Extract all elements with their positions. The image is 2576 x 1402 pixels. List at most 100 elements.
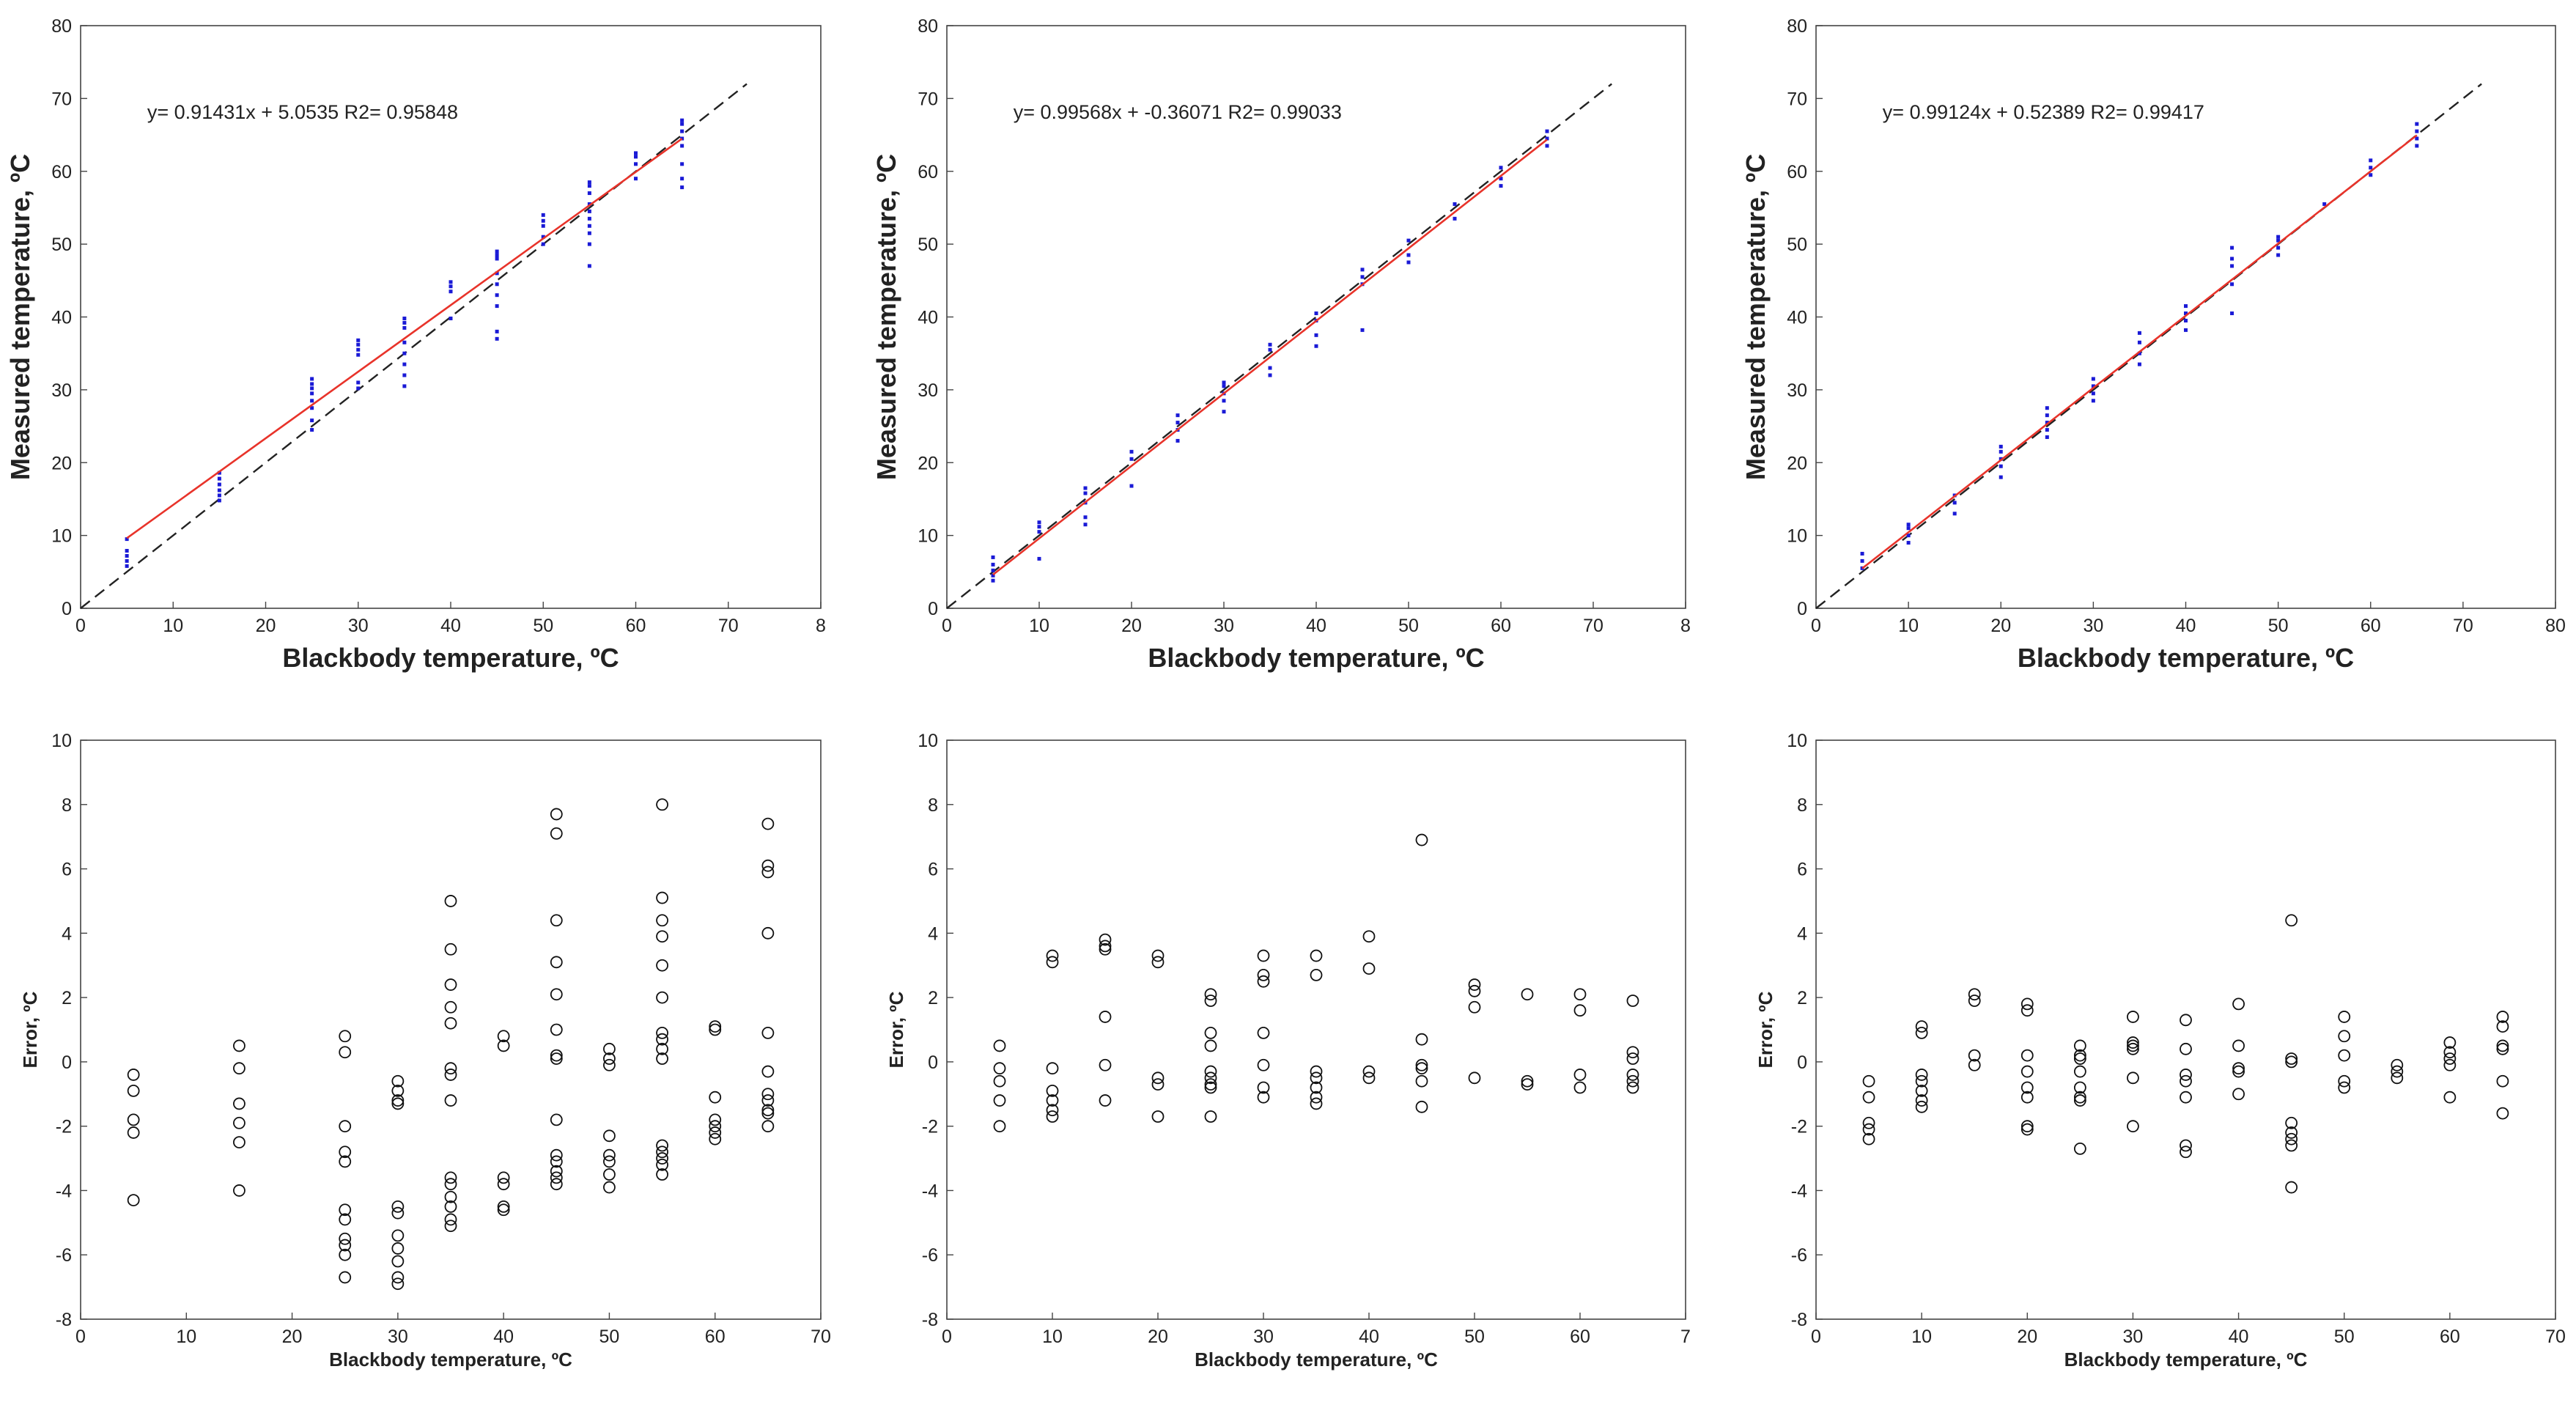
error-point <box>1310 1065 1323 1078</box>
y-tick-label: -2 <box>1791 1117 1807 1137</box>
data-point <box>2091 391 2095 396</box>
x-tick-label: 20 <box>282 1327 303 1347</box>
data-point <box>2369 158 2373 163</box>
error-point <box>1099 1094 1112 1107</box>
error-point <box>1968 995 1981 1007</box>
error-point <box>2496 1011 2509 1023</box>
plot-area-frame <box>1815 739 2556 1320</box>
data-point <box>217 488 221 492</box>
error-point <box>233 1097 246 1110</box>
y-tick-label: -8 <box>1791 1310 1807 1330</box>
y-tick-label: 0 <box>928 599 938 619</box>
data-point <box>1545 136 1549 141</box>
data-point <box>1406 253 1411 257</box>
x-tick-label: 70 <box>811 1327 831 1347</box>
error-point <box>761 866 775 879</box>
x-tick-label: 50 <box>2334 1327 2355 1347</box>
error-point <box>1915 1084 1928 1097</box>
error-point <box>1915 1026 1928 1039</box>
data-point <box>2045 406 2049 410</box>
data-point <box>217 482 221 487</box>
data-point <box>680 144 684 148</box>
error-point <box>1626 995 1639 1007</box>
data-point <box>356 338 361 342</box>
y-tick-label: 2 <box>928 988 938 1008</box>
error-point <box>2180 1074 2192 1088</box>
data-point <box>1999 444 2003 449</box>
error-point <box>1415 1033 1428 1046</box>
error-point <box>2127 1036 2139 1049</box>
data-point <box>217 476 221 481</box>
data-point <box>1222 399 1226 403</box>
error-point <box>1626 1081 1639 1094</box>
error-point <box>656 1168 668 1181</box>
error-point <box>709 1132 722 1145</box>
error-point <box>550 827 563 840</box>
data-point <box>1545 129 1549 133</box>
error-point <box>2180 1042 2192 1055</box>
data-point <box>495 329 499 333</box>
error-point <box>656 1052 668 1065</box>
data-point <box>495 249 499 254</box>
data-point <box>1360 328 1365 332</box>
regression-equation: y= 0.99124x + 0.52389 R2= 0.99417 <box>1883 101 2204 123</box>
error-point <box>1915 1100 1928 1113</box>
data-point <box>2091 399 2095 403</box>
data-point <box>402 340 407 344</box>
y-tick-label: 8 <box>928 795 938 816</box>
data-point <box>2415 129 2419 133</box>
data-point <box>587 264 591 268</box>
error-point <box>1862 1116 1875 1129</box>
data-point <box>1860 551 1864 556</box>
regression-equation: y= 0.99568x + -0.36071 R2= 0.99033 <box>1014 101 1342 123</box>
data-point <box>402 320 407 325</box>
data-point <box>587 231 591 235</box>
error-point <box>2443 1091 2457 1104</box>
data-point <box>1037 556 1041 561</box>
y-tick-label: 10 <box>1787 731 1807 751</box>
error-point <box>1257 975 1270 988</box>
y-tick-label: 8 <box>62 795 72 816</box>
error-point <box>2443 1046 2457 1059</box>
error-point <box>761 1104 775 1117</box>
y-tick-label: 0 <box>62 599 72 619</box>
error-point <box>1362 1065 1376 1078</box>
error-point <box>1046 1094 1059 1107</box>
error-point <box>444 1000 457 1014</box>
data-point <box>1268 373 1272 377</box>
data-point <box>1314 333 1318 337</box>
data-point <box>1952 512 1957 516</box>
error-point <box>1310 949 1323 962</box>
error-point <box>444 942 457 956</box>
data-point <box>449 289 453 294</box>
data-point <box>1129 449 1134 454</box>
error-point <box>339 1232 352 1245</box>
error-point <box>709 1120 722 1133</box>
data-point <box>1499 177 1503 181</box>
error-point <box>656 1026 668 1039</box>
error-point <box>1521 1078 1534 1091</box>
error-point <box>1204 1081 1217 1094</box>
error-point <box>1626 1074 1639 1088</box>
error-point <box>1257 968 1270 981</box>
error-point <box>2073 1049 2086 1062</box>
data-point <box>495 282 499 287</box>
identity-line <box>80 83 748 609</box>
data-point <box>2137 351 2141 355</box>
data-point <box>1222 410 1226 414</box>
error-point <box>2232 1062 2245 1075</box>
data-point <box>587 180 591 185</box>
data-point <box>1999 464 2003 468</box>
error-point <box>391 1074 405 1088</box>
x-tick-label: 40 <box>493 1327 514 1347</box>
y-tick-label: 80 <box>51 16 72 37</box>
error-point <box>2391 1058 2404 1071</box>
error-point <box>2232 1088 2245 1101</box>
regression-line <box>126 138 683 539</box>
y-tick-label: 30 <box>918 380 938 401</box>
error-point <box>2496 1107 2509 1120</box>
error-point <box>2127 1011 2139 1023</box>
error-point <box>550 1178 563 1191</box>
data-point <box>402 362 407 366</box>
